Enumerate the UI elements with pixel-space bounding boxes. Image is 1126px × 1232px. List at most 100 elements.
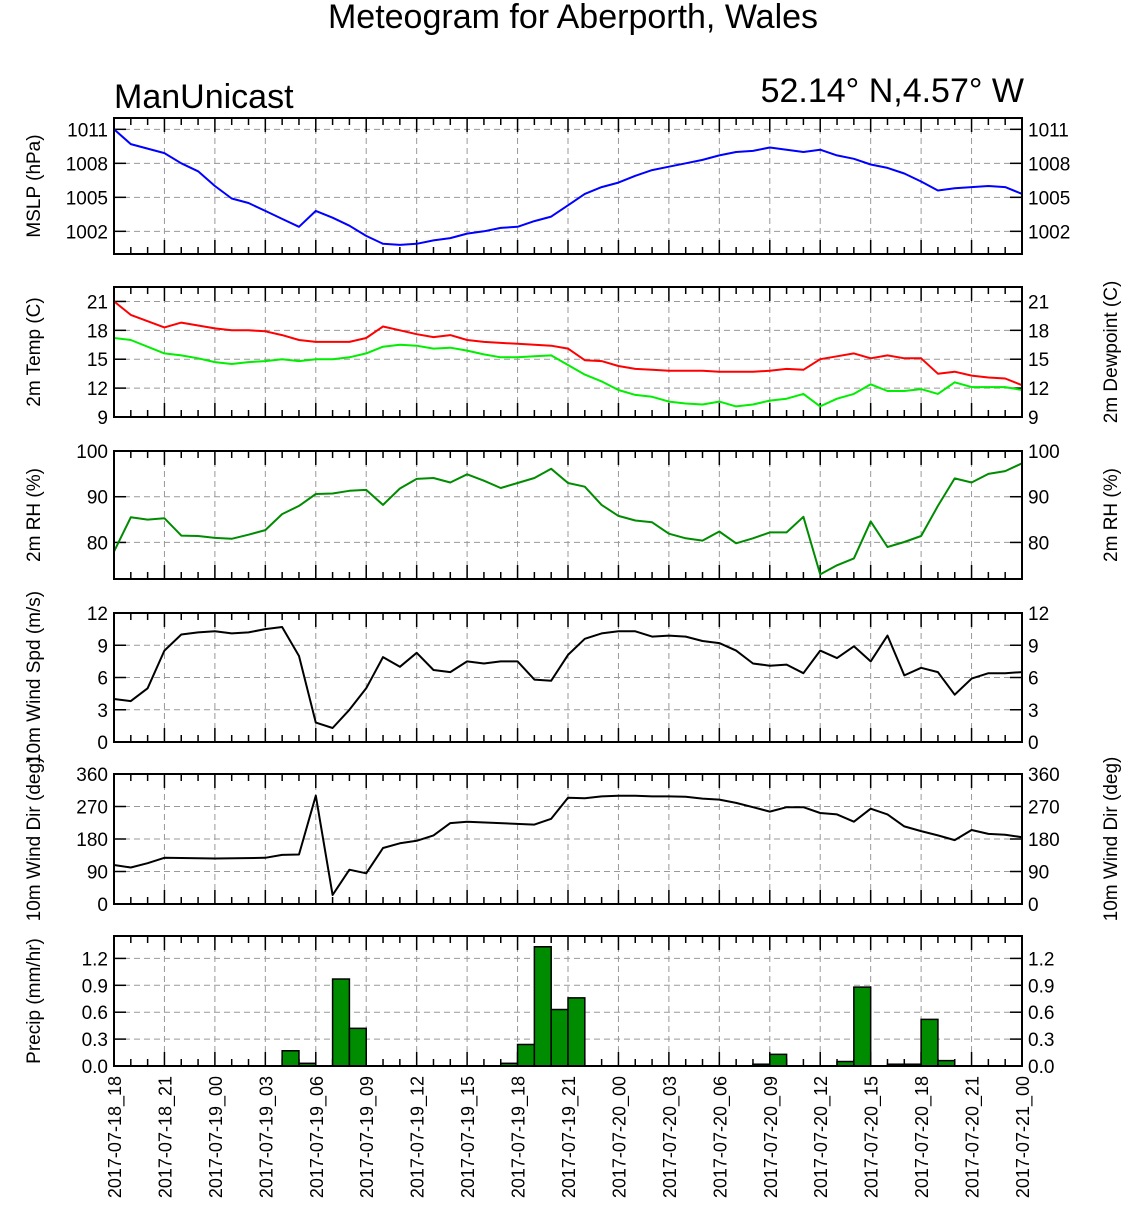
y-tick-label: 3 <box>97 701 108 722</box>
x-tick-label: 2017-07-20_15 <box>862 1076 883 1198</box>
x-tick-label: 2017-07-20_06 <box>710 1076 731 1198</box>
x-tick-label: 2017-07-20_09 <box>761 1076 782 1198</box>
y-tick-label-right: 360 <box>1028 765 1060 786</box>
panel-mslp: 1002 1002 1005 1005 1008 1008 1011 1011 MSLP (hP… <box>24 117 1070 255</box>
y-tick-label-right: 18 <box>1028 321 1049 342</box>
x-tick-label: 2017-07-18_18 <box>105 1076 126 1198</box>
series-line-rh-0 <box>113 462 1023 576</box>
y-tick-label: 1008 <box>66 154 108 175</box>
y-tick-label: 18 <box>87 321 108 342</box>
panel-temp-dewpoint: 9 9 12 12 15 15 18 18 21 21 2m Temp (C) 2m Dewpoint… <box>24 281 1122 429</box>
y-tick-label-right: 0 <box>1028 895 1039 916</box>
y-tick-label: 80 <box>87 533 108 554</box>
panel-frame <box>113 612 1023 743</box>
y-tick-label: 12 <box>87 379 108 400</box>
y-axis-label: 10m Wind Spd (m/s) <box>24 591 45 764</box>
y-axis-label: Precip (mm/hr) <box>24 938 45 1064</box>
y-tick-label-right: 270 <box>1028 798 1060 819</box>
panels: 1002 1002 1005 1005 1008 1008 1011 1011 MSLP (hP… <box>24 117 1122 1078</box>
y-axis-label-right: 2m RH (%) <box>1101 468 1122 562</box>
series-line-wind-direction-0 <box>113 794 1023 896</box>
y-tick-label-right: 9 <box>1028 408 1039 429</box>
x-tick-label: 2017-07-20_12 <box>811 1076 832 1198</box>
panel-frame <box>113 450 1023 580</box>
y-tick-label-right: 12 <box>1028 604 1049 625</box>
model-name: ManUnicast <box>114 78 294 116</box>
y-tick-label: 1011 <box>67 120 108 141</box>
y-tick-label: 0 <box>97 733 108 754</box>
y-tick-label-right: 15 <box>1028 350 1049 371</box>
y-tick-label-right: 0.9 <box>1028 976 1054 997</box>
x-tick-label: 2017-07-19_12 <box>408 1076 429 1198</box>
series-line-wind-speed-0 <box>113 626 1023 729</box>
y-tick-label: 100 <box>76 442 108 463</box>
y-tick-label: 270 <box>76 798 108 819</box>
y-tick-label-right: 6 <box>1028 669 1039 690</box>
y-axis-label-right: 10m Wind Dir (deg) <box>1101 757 1122 922</box>
panel-frame <box>113 286 1023 418</box>
x-tick-label: 2017-07-20_21 <box>963 1076 984 1198</box>
y-tick-label: 1005 <box>66 188 108 209</box>
panel-frame <box>113 117 1023 255</box>
y-tick-label-right: 0.6 <box>1028 1003 1054 1024</box>
y-tick-label: 360 <box>76 765 108 786</box>
precip-bar <box>533 946 552 1067</box>
y-tick-label: 1002 <box>66 222 108 243</box>
y-tick-label: 9 <box>97 636 108 657</box>
precip-bar <box>567 997 586 1067</box>
precip-bar <box>769 1053 788 1067</box>
x-tick-label: 2017-07-19_09 <box>357 1076 378 1198</box>
precip-bar <box>550 1008 569 1067</box>
panel-rh: 80 80 90 90 100 100 2m RH (%) 2m RH (%) <box>24 442 1122 580</box>
precip-bar <box>281 1050 300 1067</box>
precip-bar <box>853 986 872 1067</box>
y-tick-label-right: 9 <box>1028 636 1039 657</box>
y-tick-label-right: 0.0 <box>1028 1057 1054 1078</box>
x-tick-label: 2017-07-18_21 <box>155 1076 176 1198</box>
y-tick-label: 180 <box>76 830 108 851</box>
panel-frame <box>113 773 1023 905</box>
y-tick-label: 0.6 <box>82 1003 108 1024</box>
y-tick-label: 6 <box>97 669 108 690</box>
y-tick-label: 15 <box>87 350 108 371</box>
y-axis-label-right: 2m Dewpoint (C) <box>1101 281 1122 424</box>
y-axis-label: 2m Temp (C) <box>24 297 45 406</box>
x-tick-label: 2017-07-20_00 <box>609 1076 630 1198</box>
y-tick-label-right: 1008 <box>1028 154 1070 175</box>
series-line-temp-dewpoint-0 <box>113 300 1023 387</box>
x-tick-label: 2017-07-19_18 <box>509 1076 530 1198</box>
precip-bar <box>516 1043 536 1067</box>
x-tick-label: 2017-07-19_00 <box>206 1076 227 1198</box>
y-tick-label: 0.9 <box>82 976 108 997</box>
y-tick-label-right: 180 <box>1028 830 1060 851</box>
y-tick-label: 1.2 <box>82 949 108 970</box>
y-tick-label: 9 <box>97 408 108 429</box>
y-tick-label-right: 90 <box>1028 488 1049 509</box>
y-tick-label-right: 0 <box>1028 733 1039 754</box>
x-tick-label: 2017-07-20_18 <box>912 1076 933 1198</box>
y-axis-label: MSLP (hPa) <box>24 134 45 237</box>
y-tick-label-right: 1005 <box>1028 188 1070 209</box>
y-tick-label-right: 1002 <box>1028 222 1070 243</box>
panel-wind-direction: 0 0 90 90 180 180 270 270 360 360 10m Wind Dir (de… <box>24 757 1122 922</box>
precip-bar <box>920 1018 939 1067</box>
x-tick-label: 2017-07-21_00 <box>1013 1076 1034 1198</box>
series-line-mslp-0 <box>113 128 1023 246</box>
x-tick-label: 2017-07-19_15 <box>458 1076 479 1198</box>
y-tick-label: 90 <box>87 863 108 884</box>
panel-precip: 0.0 0.0 0.3 0.3 0.6 0.6 0.9 0.9 1.2 1.2 Precip (mm… <box>24 935 1054 1078</box>
y-axis-label: 2m RH (%) <box>24 468 45 562</box>
y-tick-label: 0 <box>97 895 108 916</box>
station-coordinates: 52.14° N,4.57° W <box>761 72 1024 110</box>
y-tick-label: 0.3 <box>82 1030 108 1051</box>
series-line-temp-dewpoint-1 <box>113 337 1023 408</box>
panel-frame <box>113 935 1023 1067</box>
chart-title: Meteogram for Aberporth, Wales <box>328 0 818 36</box>
y-tick-label-right: 12 <box>1028 379 1049 400</box>
y-tick-label: 21 <box>87 292 108 313</box>
y-tick-label-right: 21 <box>1028 292 1049 313</box>
x-tick-label: 2017-07-19_03 <box>256 1076 277 1198</box>
panel-wind-speed: 0 0 3 3 6 6 9 9 12 12 10m Wind Spd (m/s) <box>24 591 1049 764</box>
x-tick-label: 2017-07-20_03 <box>660 1076 681 1198</box>
